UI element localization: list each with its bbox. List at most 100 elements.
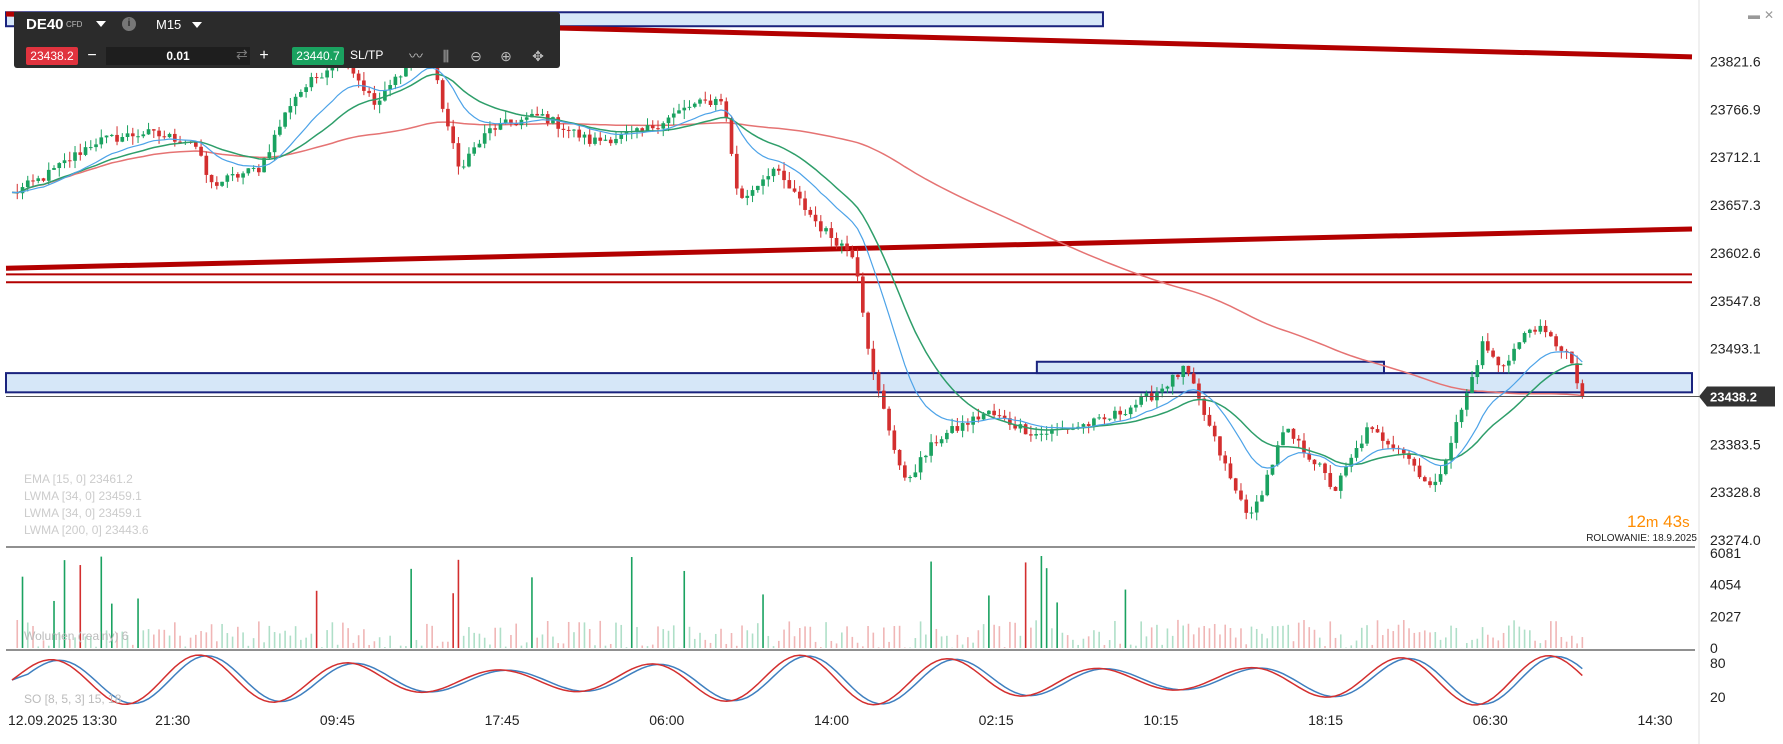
candle-body <box>78 152 83 155</box>
zoom-out-icon[interactable]: ⊖ <box>470 48 482 64</box>
volume-bar <box>1082 638 1085 648</box>
candle-body <box>62 160 67 164</box>
candle-body <box>314 77 319 79</box>
close-icon[interactable]: ✕ <box>1764 8 1775 22</box>
time-tick: 06:00 <box>649 712 684 728</box>
indicator-label: LWMA [34, 0] 23459.1 <box>24 506 142 520</box>
volume-bar <box>110 603 113 648</box>
candle-body <box>645 125 650 131</box>
timeframe-dropdown-icon[interactable] <box>192 22 202 28</box>
volume-bar <box>473 632 475 648</box>
timeframe-select[interactable]: M15 <box>156 17 182 32</box>
candles-icon[interactable]: ⫼ <box>442 48 450 64</box>
price-axis[interactable]: 23821.6 23766.9 23712.1 23657.3 23602.6 23547… <box>1710 54 1761 548</box>
candle-body <box>897 449 902 466</box>
volume-bar <box>68 638 71 648</box>
volume-bar <box>284 630 286 648</box>
volume-bar <box>625 647 628 648</box>
candle-body <box>509 119 513 124</box>
minimize-icon[interactable]: ▬ <box>1748 8 1760 22</box>
candle-body <box>94 144 98 148</box>
volume-bar <box>1056 602 1058 648</box>
volume-bar <box>1366 625 1368 648</box>
stoch-k-line <box>11 654 1583 706</box>
increase-volume-button[interactable]: + <box>259 47 269 64</box>
ema15-path <box>11 67 1583 469</box>
volume-bar <box>1009 621 1011 648</box>
volume-tick: 0 <box>1710 640 1718 656</box>
candle-body <box>293 96 298 107</box>
volume-bar <box>588 629 591 648</box>
candle-body <box>855 257 860 277</box>
candle-body <box>992 410 996 416</box>
candle-body <box>367 90 371 94</box>
stochastic-axis: 80 20 <box>1710 655 1726 705</box>
buy-button[interactable]: 23440.7 <box>292 47 344 65</box>
symbol-dropdown-icon[interactable] <box>96 21 106 27</box>
volume-bar <box>258 621 260 648</box>
candle-body <box>1428 481 1432 486</box>
sell-button[interactable]: 23438.2 <box>26 47 78 65</box>
candle-body <box>1438 474 1443 482</box>
move-icon[interactable]: ✥ <box>532 48 544 64</box>
volume-bar <box>1571 635 1573 648</box>
candle-body <box>682 107 687 111</box>
volume-bar <box>494 627 496 648</box>
indicator-legend[interactable]: EMA [15, 0] 23461.2 LWMA [34, 0] 23459.1 L… <box>24 472 149 537</box>
candle-body <box>797 191 802 199</box>
volume-bar <box>520 645 523 648</box>
candle-body <box>750 190 755 196</box>
volume-bar <box>1145 636 1148 648</box>
volume-bar <box>1261 633 1263 648</box>
volume-bar <box>79 565 82 648</box>
candle-body <box>677 110 681 114</box>
sltp-button[interactable]: SL/TP <box>350 48 384 62</box>
info-icon[interactable]: i <box>122 17 136 31</box>
candle-body <box>1023 424 1028 435</box>
candle-body <box>976 416 981 420</box>
symbol-name[interactable]: DE40 <box>26 16 64 33</box>
candle-body <box>141 134 146 137</box>
candle-body <box>650 125 655 129</box>
volume-bar <box>42 640 45 648</box>
price-tick: 23493.1 <box>1710 341 1761 357</box>
candle-body <box>1554 336 1558 347</box>
volume-bar <box>799 628 801 648</box>
volume-bar <box>342 622 344 648</box>
refresh-icon[interactable]: ⇄ <box>236 46 248 62</box>
time-axis[interactable]: 12.09.2025 13:30 21:30 09:45 17:45 06:00 14:0… <box>8 712 1673 728</box>
zoom-in-icon[interactable]: ⊕ <box>500 48 512 64</box>
candle-body <box>1233 478 1238 491</box>
price-tick: 23712.1 <box>1710 149 1761 165</box>
volume-bar <box>21 576 24 648</box>
candle-body <box>1449 442 1453 461</box>
volume-input[interactable]: 0.01 <box>106 47 250 65</box>
volume-bar <box>305 637 307 648</box>
candle-body <box>813 214 818 222</box>
volume-bar <box>935 628 938 648</box>
candle-body <box>1422 477 1427 482</box>
volume-bar <box>158 629 160 648</box>
volume-bar <box>578 622 581 648</box>
volume-bar <box>830 640 833 648</box>
decrease-volume-button[interactable]: − <box>87 47 97 64</box>
volume-bar <box>399 645 402 648</box>
volume-bar <box>84 636 87 648</box>
volume-bar <box>216 641 218 648</box>
candle-body <box>614 138 618 144</box>
candle-body <box>1034 434 1038 436</box>
countdown-timer: 12m 43s <box>1627 512 1690 531</box>
volume-bar <box>510 634 512 648</box>
line-chart-icon[interactable]: 〰 <box>409 48 423 64</box>
volume-bar <box>693 638 696 648</box>
volume-bar <box>1051 628 1053 648</box>
time-tick: 21:30 <box>155 712 190 728</box>
indicator-label: LWMA [200, 0] 23443.6 <box>24 523 149 537</box>
candle-body <box>146 129 151 135</box>
candle-body <box>67 160 72 162</box>
candle-body <box>924 455 928 458</box>
candle-body <box>288 106 293 113</box>
volume-bar <box>352 642 355 648</box>
candle-body <box>125 133 130 138</box>
